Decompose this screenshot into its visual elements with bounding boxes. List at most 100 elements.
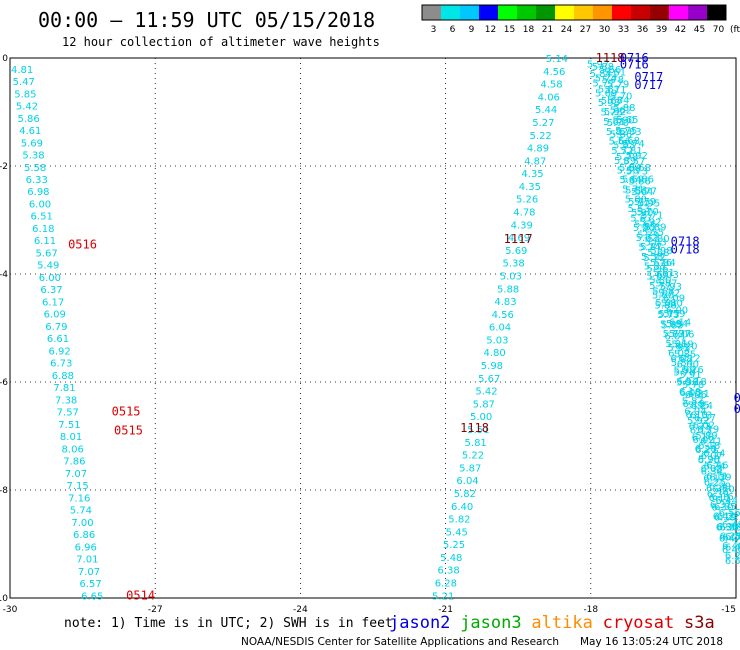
wave-height-value: 5.00 [470, 412, 492, 423]
wave-height-value: 6.88 [52, 371, 74, 382]
wave-height-value: 6.50 [712, 484, 734, 495]
wave-height-value: 5.88 [655, 300, 677, 311]
colorbar-tick-label: 24 [561, 25, 573, 35]
x-tick-label: -15 [721, 605, 736, 615]
wave-height-value: 5.67 [601, 96, 623, 107]
wave-height-value: 5.57 [623, 156, 645, 167]
wave-height-value: 5.89 [614, 156, 636, 167]
wave-height-value: 5.97 [587, 59, 609, 70]
wave-height-value: 5.51 [467, 425, 489, 436]
wave-height-value: 5.53 [627, 204, 649, 215]
wave-height-value: 7.51 [58, 420, 80, 431]
pass-label: 0719 [734, 402, 740, 416]
colorbar-swatch [593, 5, 612, 20]
wave-height-value: 4.87 [524, 156, 546, 167]
wave-height-value: 6.12 [678, 353, 700, 364]
wave-height-value: 5.84 [590, 69, 612, 80]
wave-height-value: 5.88 [592, 62, 614, 73]
satellite-track: 4.815.475.85 5.425.864.615.69 5.385.586.33… [11, 65, 103, 602]
wave-height-value: 5.85 [674, 350, 696, 361]
wave-height-value: 4.56 [492, 310, 514, 321]
wave-height-value: 4.56 [543, 67, 565, 78]
wave-height-value: 5.69 [671, 339, 693, 350]
wave-height-value: 5.22 [530, 131, 552, 142]
wave-height-value: 5.58 [617, 165, 639, 176]
wave-height-value: 6.22 [717, 512, 739, 523]
y-tick-label: -4 [0, 270, 8, 280]
wave-height-value: 5.66 [599, 65, 621, 76]
wave-height-value: 5.85 [661, 320, 683, 331]
colorbar-swatch [441, 5, 460, 20]
wave-height-value: 7.07 [78, 567, 100, 578]
wave-height-value: 6.24 [691, 401, 713, 412]
satellite-legend-entry: s3a [684, 613, 715, 633]
wave-height-value: 6.41 [700, 437, 722, 448]
wave-height-value: 5.80 [647, 234, 669, 245]
colorbar-tick-label: 15 [504, 25, 515, 35]
wave-height-value: 6.06 [672, 329, 694, 340]
wave-height-value: 5.89 [695, 431, 717, 442]
wave-height-value: 5.70 [637, 207, 659, 218]
wave-height-value: 6.31 [688, 389, 710, 400]
wave-height-value: 5.95 [638, 198, 660, 209]
page-title: 00:00 – 11:59 UTC 05/15/2018 [38, 8, 375, 32]
wave-height-value: 5.94 [666, 319, 688, 330]
wave-height-value: 4.69 [508, 233, 530, 244]
wave-height-value: 5.42 [16, 102, 38, 113]
wave-height-value: 5.84 [671, 358, 693, 369]
wave-height-value: 5.72 [611, 146, 633, 157]
wave-height-value: 5.48 [440, 553, 462, 564]
wave-height-value: 6.15 [690, 426, 712, 437]
wave-height-value: 5.80 [625, 194, 647, 205]
x-tick-label: -21 [438, 605, 453, 615]
x-tick-label: -18 [583, 605, 598, 615]
satellite-tracks: 4.815.475.855.425.864.615.695.385.586.33… [11, 54, 740, 602]
wave-height-value: 4.81 [11, 65, 33, 76]
wave-height-value: 5.82 [448, 515, 470, 526]
wave-height-value: 5.73 [657, 310, 679, 321]
wave-height-value: 6.18 [32, 224, 54, 235]
wave-height-value: 6.40 [722, 545, 740, 556]
wave-height-value: 6.26 [706, 483, 728, 494]
wave-height-value: 5.74 [622, 139, 644, 150]
wave-height-value: 6.34 [703, 449, 725, 460]
pass-label: 0515 [114, 424, 143, 438]
wave-height-value: 6.46 [706, 460, 728, 471]
wave-height-value: 5.65 [660, 320, 682, 331]
wave-height-value: 5.80 [649, 275, 671, 286]
wave-height-value: 6.16 [692, 433, 714, 444]
wave-height-value: 5.70 [607, 118, 629, 129]
colorbar-swatch [669, 5, 688, 20]
wave-height-value: 5.74 [638, 242, 660, 253]
wave-height-value: 5.83 [645, 238, 667, 249]
colorbar-tick-label: 27 [580, 25, 591, 35]
wave-height-value: 5.96 [676, 377, 698, 388]
wave-height-value: 5.88 [613, 103, 635, 114]
wave-height-value: 4.58 [540, 80, 562, 91]
wave-height-value: 4.83 [494, 297, 516, 308]
wave-height-value: 4.39 [511, 220, 533, 231]
colorbar-swatch [650, 5, 669, 20]
wave-height-value: 5.84 [654, 258, 676, 269]
wave-height-value: 5.27 [532, 118, 554, 129]
x-tick-label: -30 [3, 605, 18, 615]
wave-height-value: 6.47 [719, 534, 740, 545]
wave-height-value: 6.03 [657, 270, 679, 281]
wave-height-value: 6.02 [693, 421, 715, 432]
wave-height-value: 5.88 [497, 284, 519, 295]
wave-height-value: 5.84 [607, 95, 629, 106]
wave-height-value: 5.83 [619, 127, 641, 138]
wave-height-value: 5.68 [629, 163, 651, 174]
wave-height-value: 6.28 [435, 579, 457, 590]
wave-height-value: 7.15 [66, 481, 88, 492]
wave-height-value: 5.80 [661, 299, 683, 310]
footer-credit: NOAA/NESDIS Center for Satellite Applica… [241, 636, 559, 648]
wave-height-value: 5.82 [454, 489, 476, 500]
wave-height-value: 5.61 [653, 268, 675, 279]
wave-height-value: 6.27 [722, 533, 740, 544]
wave-height-value: 5.75 [615, 126, 637, 137]
y-tick-label: 0 [2, 54, 8, 64]
wave-height-value: 6.18 [685, 377, 707, 388]
wave-height-value: 6.28 [695, 444, 717, 455]
